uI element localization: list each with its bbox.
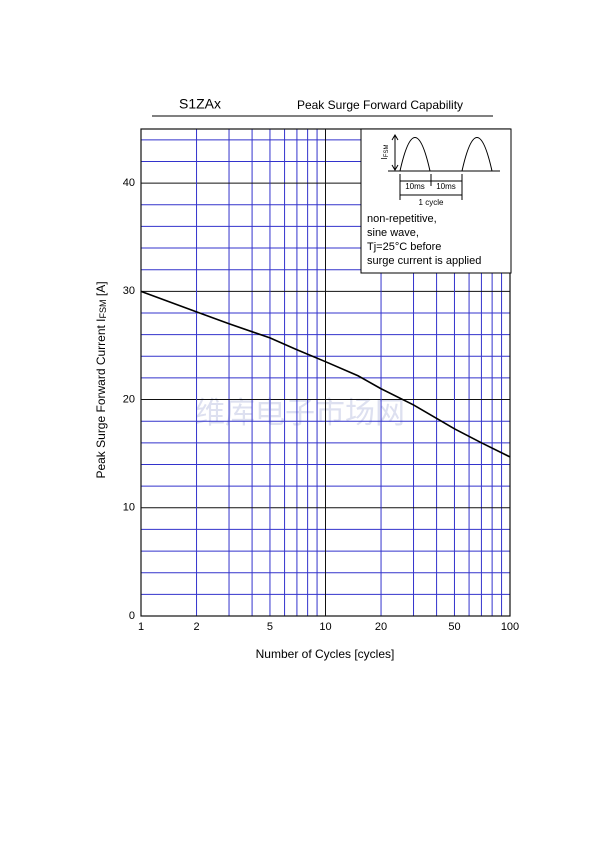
plot-frame	[140, 128, 511, 617]
waveform	[388, 137, 500, 172]
peak-label-text: I	[380, 157, 389, 159]
x-tick-label: 20	[375, 621, 387, 633]
curve	[140, 290, 511, 458]
x-tick-label: 1	[138, 621, 144, 633]
peak-label-sub: FSM	[384, 145, 390, 158]
x-tick-label: 10	[319, 621, 331, 633]
y-label-sub: FSM	[98, 299, 108, 318]
x-tick-label: 100	[501, 621, 519, 633]
y-axis-label: Peak Surge Forward Current IFSM [A]	[94, 281, 108, 478]
note: sine wave,	[367, 227, 419, 239]
y-tick-label: 30	[123, 285, 135, 297]
inset: IFSM 10ms 10ms 1 cycle non-repetitive, s…	[360, 128, 512, 274]
y-label-unit: [A]	[94, 281, 108, 299]
note: Tj=25°C before	[367, 241, 441, 253]
y-tick-label: 10	[123, 502, 135, 514]
inset-box	[360, 128, 512, 274]
part-number: S1ZAx	[179, 96, 221, 112]
watermark: 维库电子市场网	[195, 396, 405, 431]
note: surge current is applied	[367, 255, 481, 267]
peak-arrow	[391, 134, 399, 171]
y-label-text: Peak Surge Forward Current I	[94, 318, 108, 478]
y-tick-label: 40	[123, 177, 135, 189]
period-brackets	[399, 174, 463, 200]
chart-title: Peak Surge Forward Capability	[297, 98, 463, 112]
note: non-repetitive,	[367, 213, 437, 225]
half-period: 10ms	[436, 182, 456, 191]
x-tick-label: 2	[193, 621, 199, 633]
half-period: 10ms	[405, 182, 425, 191]
x-axis-label: Number of Cycles [cycles]	[256, 647, 395, 661]
y-tick-label: 0	[129, 610, 135, 622]
x-tick-label: 50	[448, 621, 460, 633]
y-tick-label: 20	[123, 393, 135, 405]
peak-label: IFSM	[380, 145, 389, 160]
cycle-label: 1 cycle	[419, 198, 444, 207]
x-tick-label: 5	[267, 621, 273, 633]
